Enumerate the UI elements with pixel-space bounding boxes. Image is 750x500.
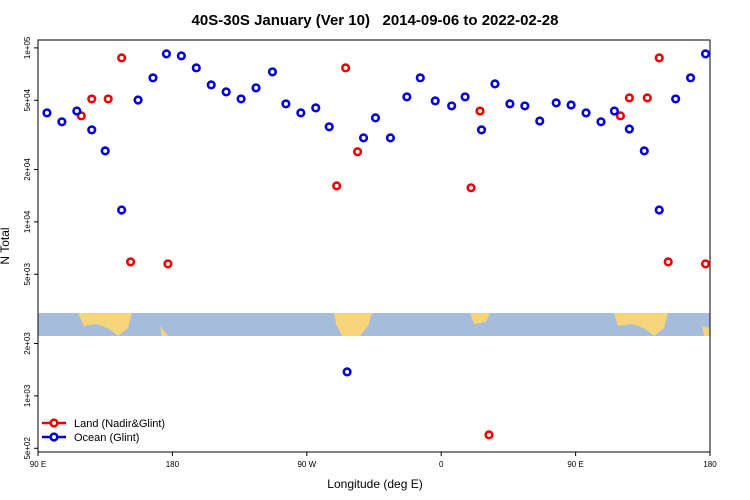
point: [341, 63, 351, 73]
point: [663, 257, 673, 267]
x-tick-label: 180: [703, 460, 717, 469]
point: [370, 113, 381, 123]
point: [161, 49, 172, 59]
point: [100, 146, 110, 156]
point: [87, 125, 97, 135]
point: [484, 430, 494, 440]
point: [87, 94, 97, 104]
legend-label: Ocean (Glint): [74, 432, 139, 444]
point: [342, 367, 352, 377]
point: [520, 101, 530, 111]
x-axis-label: Longitude (deg E): [327, 477, 422, 491]
y-tick-label: 1e+04: [23, 210, 32, 233]
point: [639, 146, 649, 156]
point: [671, 94, 681, 104]
point: [42, 108, 52, 118]
point: [466, 183, 476, 193]
point: [296, 108, 306, 118]
point: [221, 87, 231, 97]
point: [566, 100, 576, 110]
y-tick-label: 5e+03: [23, 262, 32, 285]
point: [402, 92, 412, 102]
point: [311, 103, 321, 113]
y-axis-label: N Total: [0, 227, 12, 264]
point: [251, 83, 261, 93]
point: [358, 133, 369, 143]
point: [624, 93, 634, 103]
point: [148, 73, 158, 83]
point: [117, 53, 127, 63]
legend-marker: [49, 418, 59, 428]
point: [430, 96, 440, 106]
point: [551, 98, 561, 108]
x-tick-label: 0: [439, 460, 444, 469]
x-tick-label: 90 E: [30, 460, 46, 469]
point: [490, 79, 500, 89]
point: [596, 117, 606, 127]
point: [700, 49, 711, 59]
point: [206, 80, 216, 90]
point: [281, 99, 291, 109]
y-tick-label: 1e+03: [23, 384, 32, 407]
point: [447, 101, 457, 111]
point: [103, 94, 113, 104]
point: [76, 111, 86, 121]
point: [163, 259, 173, 269]
x-tick-label: 90 W: [297, 460, 316, 469]
point: [125, 257, 136, 267]
y-tick-label: 5e+02: [23, 436, 32, 459]
point: [654, 205, 664, 215]
point: [505, 99, 515, 109]
point: [332, 181, 342, 191]
point: [581, 108, 591, 118]
point: [654, 53, 664, 63]
point: [476, 125, 487, 135]
y-tick-label: 1e+05: [23, 36, 32, 59]
point: [615, 111, 626, 121]
point: [176, 51, 186, 61]
y-tick-label: 2e+03: [23, 332, 32, 355]
plot-frame: [37, 39, 711, 453]
point: [385, 133, 396, 143]
legend-label: Land (Nadir&Glint): [74, 418, 165, 430]
y-tick-label: 5e+04: [23, 88, 32, 111]
y-tick-label: 2e+04: [23, 158, 32, 181]
point: [72, 106, 82, 116]
x-tick-label: 180: [166, 460, 180, 469]
point: [685, 73, 696, 83]
chart-title: 40S-30S January (Ver 10) 2014-09-06 to 2…: [192, 12, 559, 29]
legend-marker: [49, 432, 59, 442]
x-tick-label: 90 E: [567, 460, 583, 469]
point: [324, 122, 334, 132]
point: [57, 117, 67, 127]
map-band: [38, 313, 710, 336]
point: [475, 106, 485, 116]
point: [642, 93, 652, 103]
point: [267, 67, 278, 77]
point: [191, 63, 201, 73]
point: [700, 259, 711, 269]
point: [624, 124, 634, 134]
point: [236, 94, 246, 104]
point: [117, 205, 127, 215]
point: [535, 116, 545, 126]
point: [133, 95, 143, 105]
point: [460, 92, 470, 102]
point: [352, 147, 363, 157]
point: [415, 73, 425, 83]
point: [609, 106, 620, 116]
